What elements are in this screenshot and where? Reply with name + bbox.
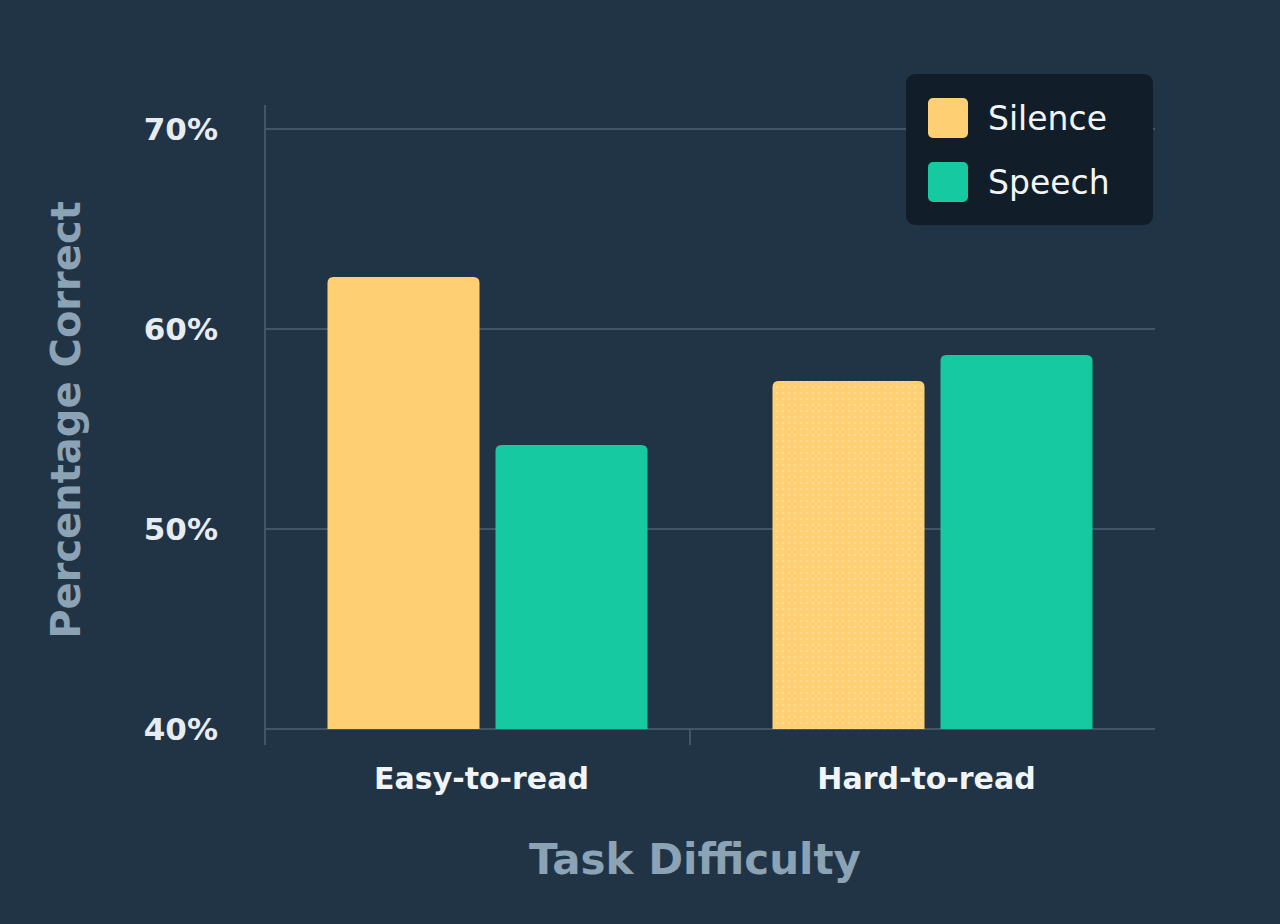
- chart-container: 40% 50% 60% 70% Easy-to-read Hard-to-read Task…: [0, 0, 1280, 924]
- y-axis-line: [264, 105, 266, 745]
- bar: [328, 277, 480, 729]
- x-tick-label: Hard-to-read: [817, 761, 1035, 796]
- y-tick-label: 40%: [144, 711, 218, 747]
- bar: [773, 381, 925, 729]
- y-tick-label: 70%: [144, 111, 218, 147]
- x-tick-label: Easy-to-read: [374, 761, 589, 796]
- bar: [941, 355, 1093, 729]
- y-axis-title: Percentage Correct: [43, 201, 89, 639]
- legend-label: Speech: [988, 163, 1110, 202]
- bars: [328, 277, 1093, 729]
- legend-swatch: [928, 162, 968, 202]
- legend-box: [906, 74, 1153, 225]
- chart: 40% 50% 60% 70% Easy-to-read Hard-to-read Task…: [0, 0, 1280, 924]
- x-axis-title: Task Difficulty: [529, 835, 861, 884]
- bar: [496, 445, 648, 729]
- legend-swatch: [928, 98, 968, 138]
- background: [0, 0, 1280, 924]
- legend: Silence Speech: [906, 74, 1153, 225]
- bar-pattern: [773, 381, 925, 729]
- y-tick-label: 50%: [144, 511, 218, 547]
- category-separator: [689, 729, 691, 745]
- legend-label: Silence: [988, 99, 1107, 138]
- y-tick-label: 60%: [144, 311, 218, 347]
